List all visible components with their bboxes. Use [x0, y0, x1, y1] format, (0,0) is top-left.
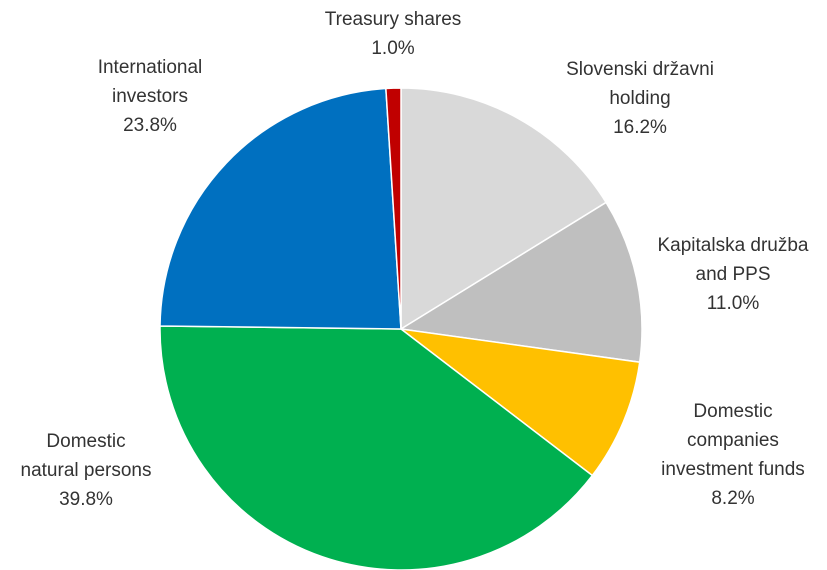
value-label: 39.8%	[59, 489, 113, 510]
slice-label: Treasury shares	[325, 9, 462, 30]
value-label: 23.8%	[123, 115, 177, 136]
pie-slice	[400, 87, 608, 331]
pie-slice	[385, 87, 402, 330]
slice-label: companies	[687, 430, 779, 451]
slice-label: holding	[609, 88, 670, 109]
slice-label: Kapitalska družba	[657, 235, 808, 256]
slice-label: natural persons	[21, 460, 152, 481]
slice-label: International	[98, 57, 203, 78]
slice-label: Slovenski državni	[566, 59, 714, 80]
slice-label: investors	[112, 86, 188, 107]
slice-label: Domestic	[693, 401, 772, 422]
value-label: 8.2%	[711, 488, 754, 509]
pie-slice	[398, 201, 643, 364]
value-label: 16.2%	[613, 117, 667, 138]
slice-label: Domestic	[46, 431, 125, 452]
slice-label: and PPS	[696, 264, 771, 285]
slice-label: investment funds	[661, 459, 805, 480]
pie-slice	[159, 325, 594, 570]
value-label: 1.0%	[371, 38, 414, 59]
pie-slice	[398, 327, 641, 477]
pie-slice	[159, 87, 402, 330]
value-label: 11.0%	[707, 293, 760, 314]
